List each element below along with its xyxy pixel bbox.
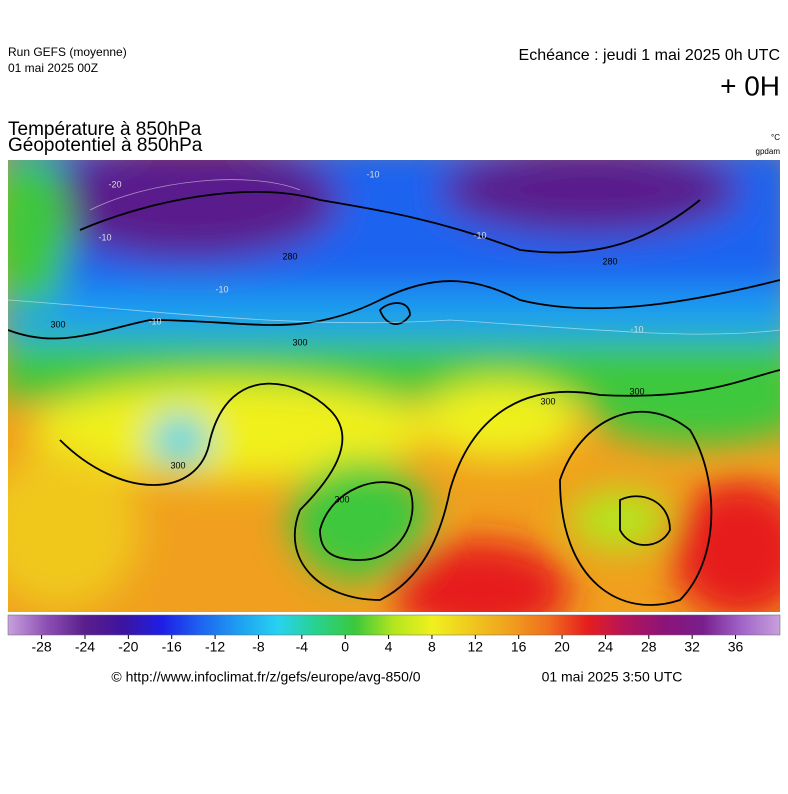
lead: + 0H (720, 70, 780, 101)
unit-temp: °C (771, 133, 780, 142)
colorbar-tick-label: -4 (296, 639, 309, 655)
contour-label: -10 (366, 169, 379, 179)
contour-label: -10 (98, 232, 111, 242)
colorbar-tick-label: 36 (728, 639, 744, 655)
colorbar-tick-label: 28 (641, 639, 657, 655)
run: Run GEFS (moyenne) (8, 45, 127, 59)
title-geo: Géopotentiel à 850hPa (8, 135, 203, 156)
colorbar-tick-label: -24 (75, 639, 95, 655)
colorbar-tick-label: 4 (385, 639, 393, 655)
colorbar-tick-label: 32 (684, 639, 700, 655)
contour-label: 300 (170, 460, 185, 470)
contour-label: 300 (50, 319, 65, 329)
title-temp: Température à 850hPa (8, 119, 202, 140)
contour-label: 280 (602, 256, 617, 266)
footer-time: 01 mai 2025 3:50 UTC (542, 669, 683, 685)
colorbar-tick-label: -20 (118, 639, 138, 655)
contour-label: -10 (630, 324, 643, 334)
contour-label: -10 (473, 230, 486, 240)
contour-label: -20 (108, 179, 121, 189)
contour-label: 300 (629, 386, 644, 396)
echeance: Echéance : jeudi 1 mai 2025 0h UTC (519, 47, 780, 64)
colorbar-tick-label: -16 (162, 639, 182, 655)
colorbar-tick-label: 0 (341, 639, 349, 655)
contour-label: 300 (334, 494, 349, 504)
colorbar-tick-label: -8 (252, 639, 265, 655)
contour-label: -10 (215, 284, 228, 294)
colorbar-tick-label: 12 (468, 639, 484, 655)
map (8, 160, 780, 612)
run-date: 01 mai 2025 00Z (8, 61, 98, 75)
contour-label: 280 (282, 251, 297, 261)
colorbar-tick-label: -28 (31, 639, 51, 655)
colorbar (7, 614, 781, 636)
colorbar-tick-label: 20 (554, 639, 570, 655)
footer-url: © http://www.infoclimat.fr/z/gefs/europe… (111, 669, 420, 685)
colorbar-tick-label: 24 (598, 639, 614, 655)
colorbar-tick-label: 16 (511, 639, 527, 655)
colorbar-tick-label: 8 (428, 639, 436, 655)
unit-geo: gpdam (756, 147, 781, 156)
colorbar-tick-label: -12 (205, 639, 225, 655)
contour-label: 300 (292, 337, 307, 347)
contour-label: 300 (540, 396, 555, 406)
contour-label: -10 (148, 316, 161, 326)
